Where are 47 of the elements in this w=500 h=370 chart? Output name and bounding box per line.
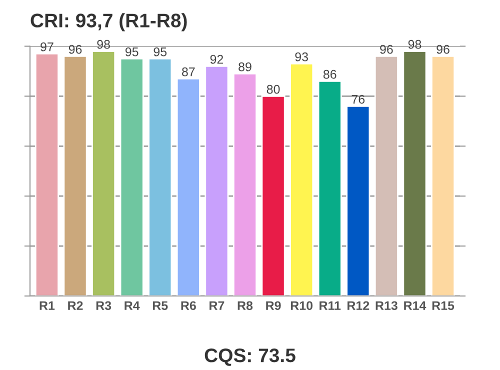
x-tick-label: R8 [238, 301, 253, 310]
data-label: 92 [210, 54, 224, 64]
data-label: 87 [182, 67, 195, 76]
data-label: 96 [68, 44, 82, 54]
data-label: 89 [238, 62, 252, 72]
data-label: 96 [380, 44, 393, 54]
data-label: 97 [40, 42, 54, 52]
bar [402, 50, 427, 296]
data-label: 96 [436, 44, 450, 54]
bar [290, 63, 314, 296]
bar [176, 78, 200, 296]
chart-title: CRI: 93,7 (R1-R8) [30, 13, 187, 32]
bar [318, 80, 342, 296]
data-label: 86 [323, 70, 336, 79]
bar [232, 73, 258, 296]
data-label: 95 [154, 47, 167, 56]
x-tick-label: R7 [210, 301, 224, 310]
x-tick-label: R3 [96, 301, 112, 310]
x-tick-label: R1 [40, 301, 55, 310]
bar [34, 53, 59, 296]
bar [346, 105, 370, 296]
x-tick-label: R14 [404, 301, 426, 310]
bar [92, 50, 116, 296]
data-label: 98 [97, 40, 110, 49]
x-tick-label: R10 [290, 301, 313, 310]
bar [63, 56, 88, 296]
data-label: 98 [408, 40, 422, 49]
x-tick-label: R15 [432, 301, 454, 310]
bar [148, 58, 172, 296]
x-tick-label: R6 [181, 301, 196, 310]
x-tick-label: R5 [152, 301, 168, 310]
text: CQS: 73.5 [204, 348, 296, 366]
data-label: 93 [295, 52, 308, 62]
bar [120, 58, 144, 296]
x-tick-label: R13 [376, 301, 398, 310]
bar [374, 56, 398, 296]
data-label: 80 [266, 84, 280, 94]
bar [204, 66, 229, 296]
x-tick-label: R12 [348, 301, 370, 310]
x-tick-label: R4 [124, 301, 140, 310]
data-label: 76 [352, 94, 365, 104]
data-label: 95 [125, 47, 138, 56]
x-tick-label: R11 [320, 301, 341, 310]
bar [261, 96, 286, 296]
x-tick-label: R9 [266, 301, 281, 310]
bar [431, 56, 456, 296]
x-tick-label: R2 [68, 301, 83, 310]
